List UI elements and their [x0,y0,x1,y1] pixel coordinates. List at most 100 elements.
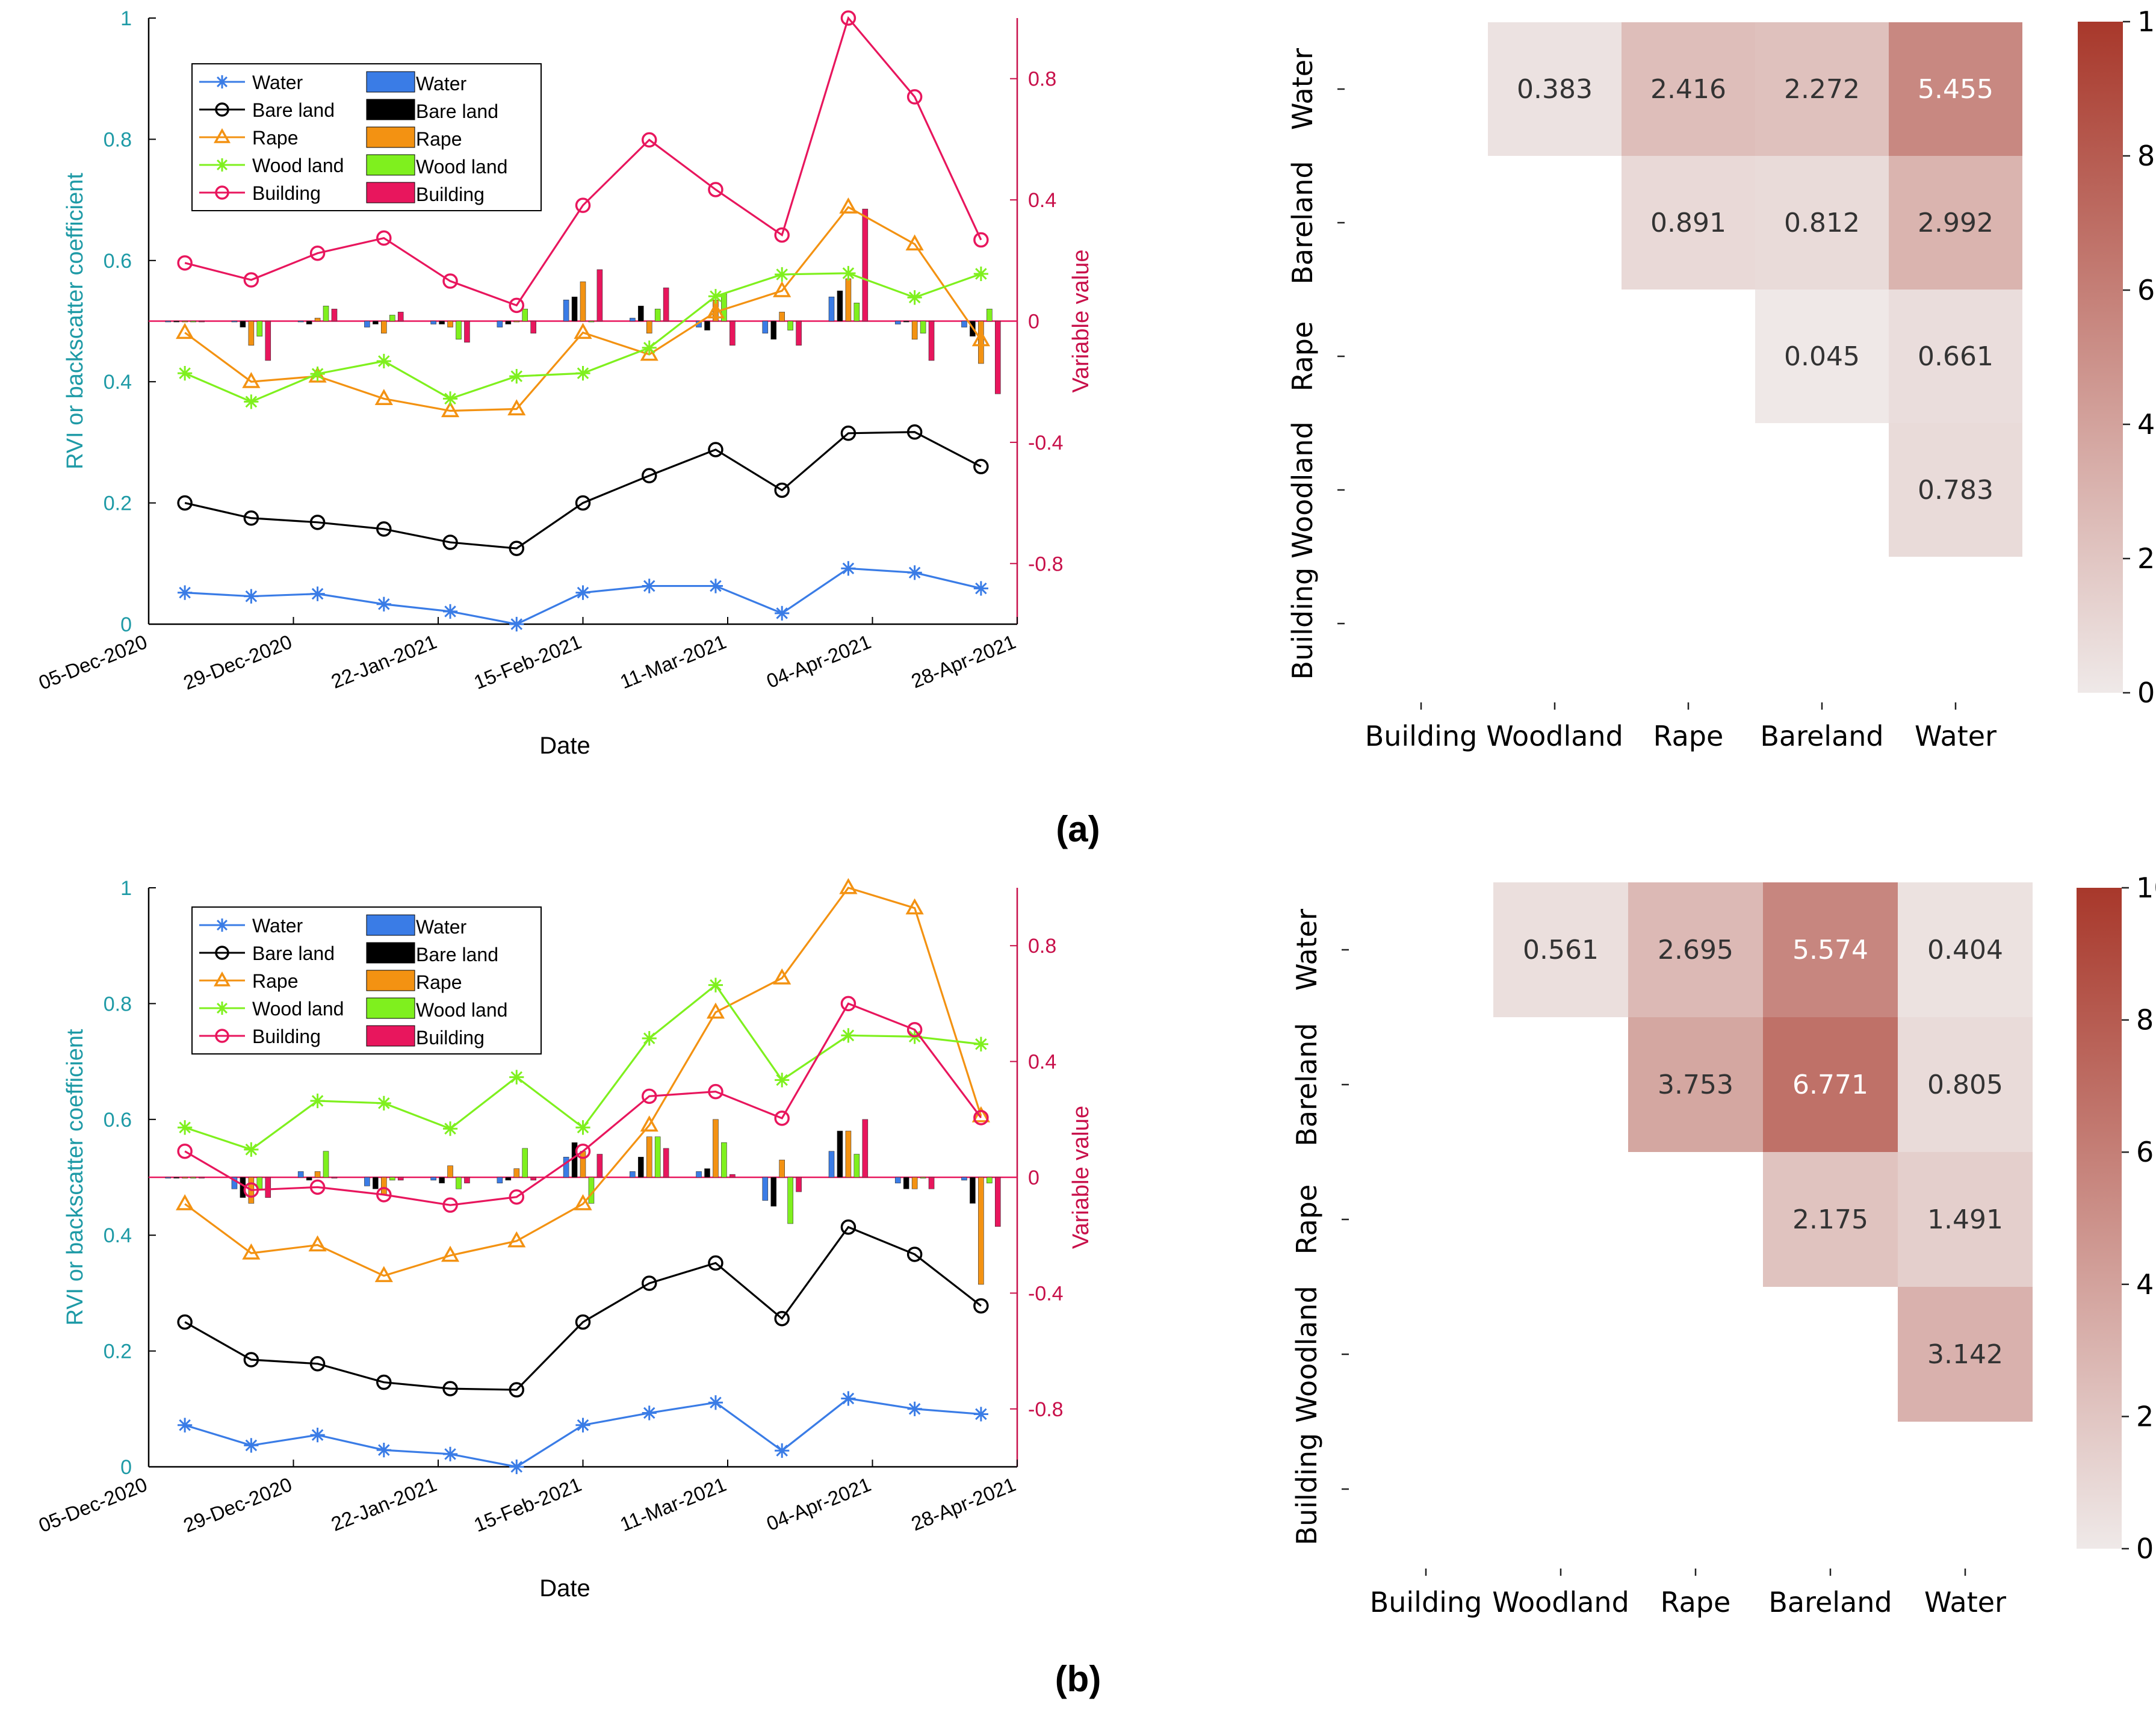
panel-label-a: (a) [1056,809,1100,849]
bar-wood [456,321,462,340]
bar-wood [190,1177,196,1179]
legend-marker-water [215,75,229,88]
heatmap-b: 0.561 2.695 5.574 0.404 3.753 6.771 0.805 2.175… [1290,872,2156,1618]
point-wood [575,366,590,381]
y-axis-label-left: RVI or backscatter coefficient [63,173,88,469]
bar-bare [770,321,777,340]
point-building [840,996,857,1012]
bar-bare [770,1177,777,1207]
row-label: Water [1290,909,1323,991]
point-wood [973,1036,988,1052]
bar-bare [505,321,512,324]
legend-label-bar: Bare land [416,944,498,965]
bar-wood [323,1151,329,1178]
heatmap-cell [1898,1287,2033,1422]
legend-label-bar: Wood land [416,156,507,178]
point-water [509,1459,524,1475]
heatmap-value: 3.142 [1927,1339,2003,1370]
heatmap-value: 2.272 [1784,74,1860,105]
legend-label-bar: Water [416,916,467,938]
legend-label-bar: Bare land [416,101,498,122]
heatmap-cell [1763,1017,1898,1152]
bar-rape [381,321,387,333]
heatmap-value: 0.783 [1918,475,1993,506]
point-wood [907,290,922,305]
y-tick-label-left: 0.8 [104,128,132,151]
row-label: Bareland [1290,1023,1323,1146]
bar-water [563,299,569,321]
point-bare [641,468,657,484]
point-rape [176,1194,194,1210]
bar-building [530,1177,536,1181]
point-building [376,230,392,246]
point-bare [177,1314,193,1330]
col-label: Bareland [1760,720,1883,752]
point-building [774,1110,790,1126]
bar-wood [987,1177,993,1183]
bar-building [663,287,669,321]
heatmap-cell [1763,1152,1898,1287]
point-rape [374,1266,393,1283]
heatmap-cell [1889,156,2022,290]
bar-rape [845,278,852,321]
point-wood [178,366,193,381]
legend-label-line: Rape [252,127,299,149]
legend-label-line: Building [252,182,321,204]
point-bare [509,541,525,556]
bar-rape [580,1151,586,1178]
y-tick-label-left: 0.6 [104,1109,132,1132]
bar-rape [911,1177,918,1189]
point-wood [442,1121,458,1136]
point-building [442,273,458,289]
point-wood [178,1120,193,1135]
bar-building [464,1177,470,1183]
legend-label-line: Wood land [252,998,344,1020]
point-rape [839,197,858,214]
point-bare [243,510,259,526]
y-axis-label-right: Variable value [1068,1106,1094,1249]
heatmap-value: 0.805 [1927,1070,2003,1100]
heatmap-value: 3.753 [1658,1070,1733,1100]
bar-rape [779,312,785,321]
bar-rape [182,1177,188,1179]
bar-wood [853,302,860,321]
bar-building [994,1177,1001,1227]
point-water [973,581,988,596]
point-rape [574,1194,592,1210]
heatmap-cell [1622,156,1755,290]
bar-wood [456,1177,462,1189]
legend-label-bar: Building [416,184,485,205]
heatmap-value: 6.771 [1792,1070,1868,1100]
bar-water [165,321,172,323]
heatmap-cell [1628,882,1763,1017]
point-water [841,1391,856,1406]
row-label: Bareland [1286,161,1319,284]
legend-label-bar: Water [416,73,467,94]
point-bare [376,521,392,537]
point-wood [376,353,391,369]
colorbar [2077,888,2122,1549]
bar-wood [654,1136,661,1178]
point-rape [507,1231,526,1248]
bar-rape [513,321,520,323]
bar-rape [911,321,918,340]
point-bare [575,495,591,511]
bar-rape [182,321,188,323]
series-line-building [184,16,982,307]
colorbar-tick-label: 8 [2136,1004,2154,1036]
colorbar-tick-label: 4 [2136,1268,2154,1301]
point-water [376,596,391,612]
bar-wood [389,1177,395,1181]
col-label: Woodland [1486,720,1623,752]
legend-label-line: Wood land [252,155,344,176]
y-tick-label-left: 0.8 [104,993,132,1015]
heatmap-cell [1889,423,2022,557]
y-axis-label-right: Variable value [1068,249,1094,392]
bar-rape [646,1136,652,1178]
bar-water [297,1171,304,1178]
bar-water [828,1151,835,1178]
bar-building [265,321,271,361]
bar-building [596,269,603,321]
y-tick-label-left: 1 [120,877,132,900]
legend-swatch-wood [366,997,415,1019]
